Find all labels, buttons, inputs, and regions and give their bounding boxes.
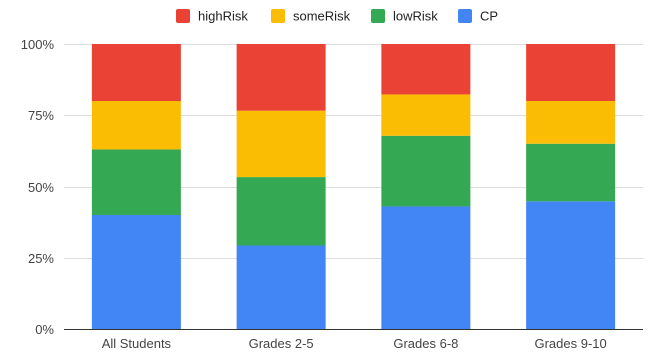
bar-segment-lowRisk[interactable] [236, 177, 326, 246]
y-tick-label: 75% [28, 108, 54, 123]
legend-label-highRisk[interactable]: highRisk [198, 9, 248, 24]
legend-swatch-lowRisk [371, 9, 385, 23]
y-tick-label: 100% [21, 37, 55, 52]
legend-label-someRisk[interactable]: someRisk [293, 9, 351, 24]
bar-segment-CP[interactable] [236, 245, 326, 329]
bar-segment-lowRisk[interactable] [526, 143, 616, 202]
x-axis-ticks: All Students Grades 2-5 Grades 6-8 Grades 9… [102, 336, 607, 351]
bar-segment-someRisk[interactable] [526, 101, 616, 144]
bar-segment-lowRisk[interactable] [381, 135, 471, 207]
legend-swatch-highRisk [176, 9, 190, 23]
bar-segment-highRisk[interactable] [526, 44, 616, 101]
bars [91, 44, 616, 329]
bar-segment-CP[interactable] [91, 215, 181, 329]
x-tick-label: Grades 6-8 [393, 336, 458, 351]
legend-label-lowRisk[interactable]: lowRisk [393, 9, 438, 24]
bar-segment-someRisk[interactable] [236, 110, 326, 178]
y-tick-label: 50% [28, 180, 54, 195]
y-tick-label: 0% [35, 322, 54, 337]
bar-segment-CP[interactable] [526, 201, 616, 329]
bar-segment-highRisk[interactable] [91, 44, 181, 101]
x-tick-label: Grades 9-10 [534, 336, 606, 351]
legend-swatch-someRisk [271, 9, 285, 23]
bar-segment-lowRisk[interactable] [91, 149, 181, 215]
bar-segment-someRisk[interactable] [91, 101, 181, 150]
legend-swatch-CP [458, 9, 472, 23]
bar-segment-highRisk[interactable] [236, 44, 326, 111]
legend-label-CP[interactable]: CP [480, 9, 498, 24]
bar-segment-highRisk[interactable] [381, 44, 471, 95]
x-tick-label: Grades 2-5 [249, 336, 314, 351]
x-tick-label: All Students [102, 336, 172, 351]
bar-segment-someRisk[interactable] [381, 94, 471, 136]
bar-segment-CP[interactable] [381, 206, 471, 329]
y-tick-label: 25% [28, 251, 54, 266]
legend[interactable]: highRisk someRisk lowRisk CP [176, 9, 498, 24]
y-axis-ticks: 0% 25% 50% 75% 100% [21, 37, 55, 337]
